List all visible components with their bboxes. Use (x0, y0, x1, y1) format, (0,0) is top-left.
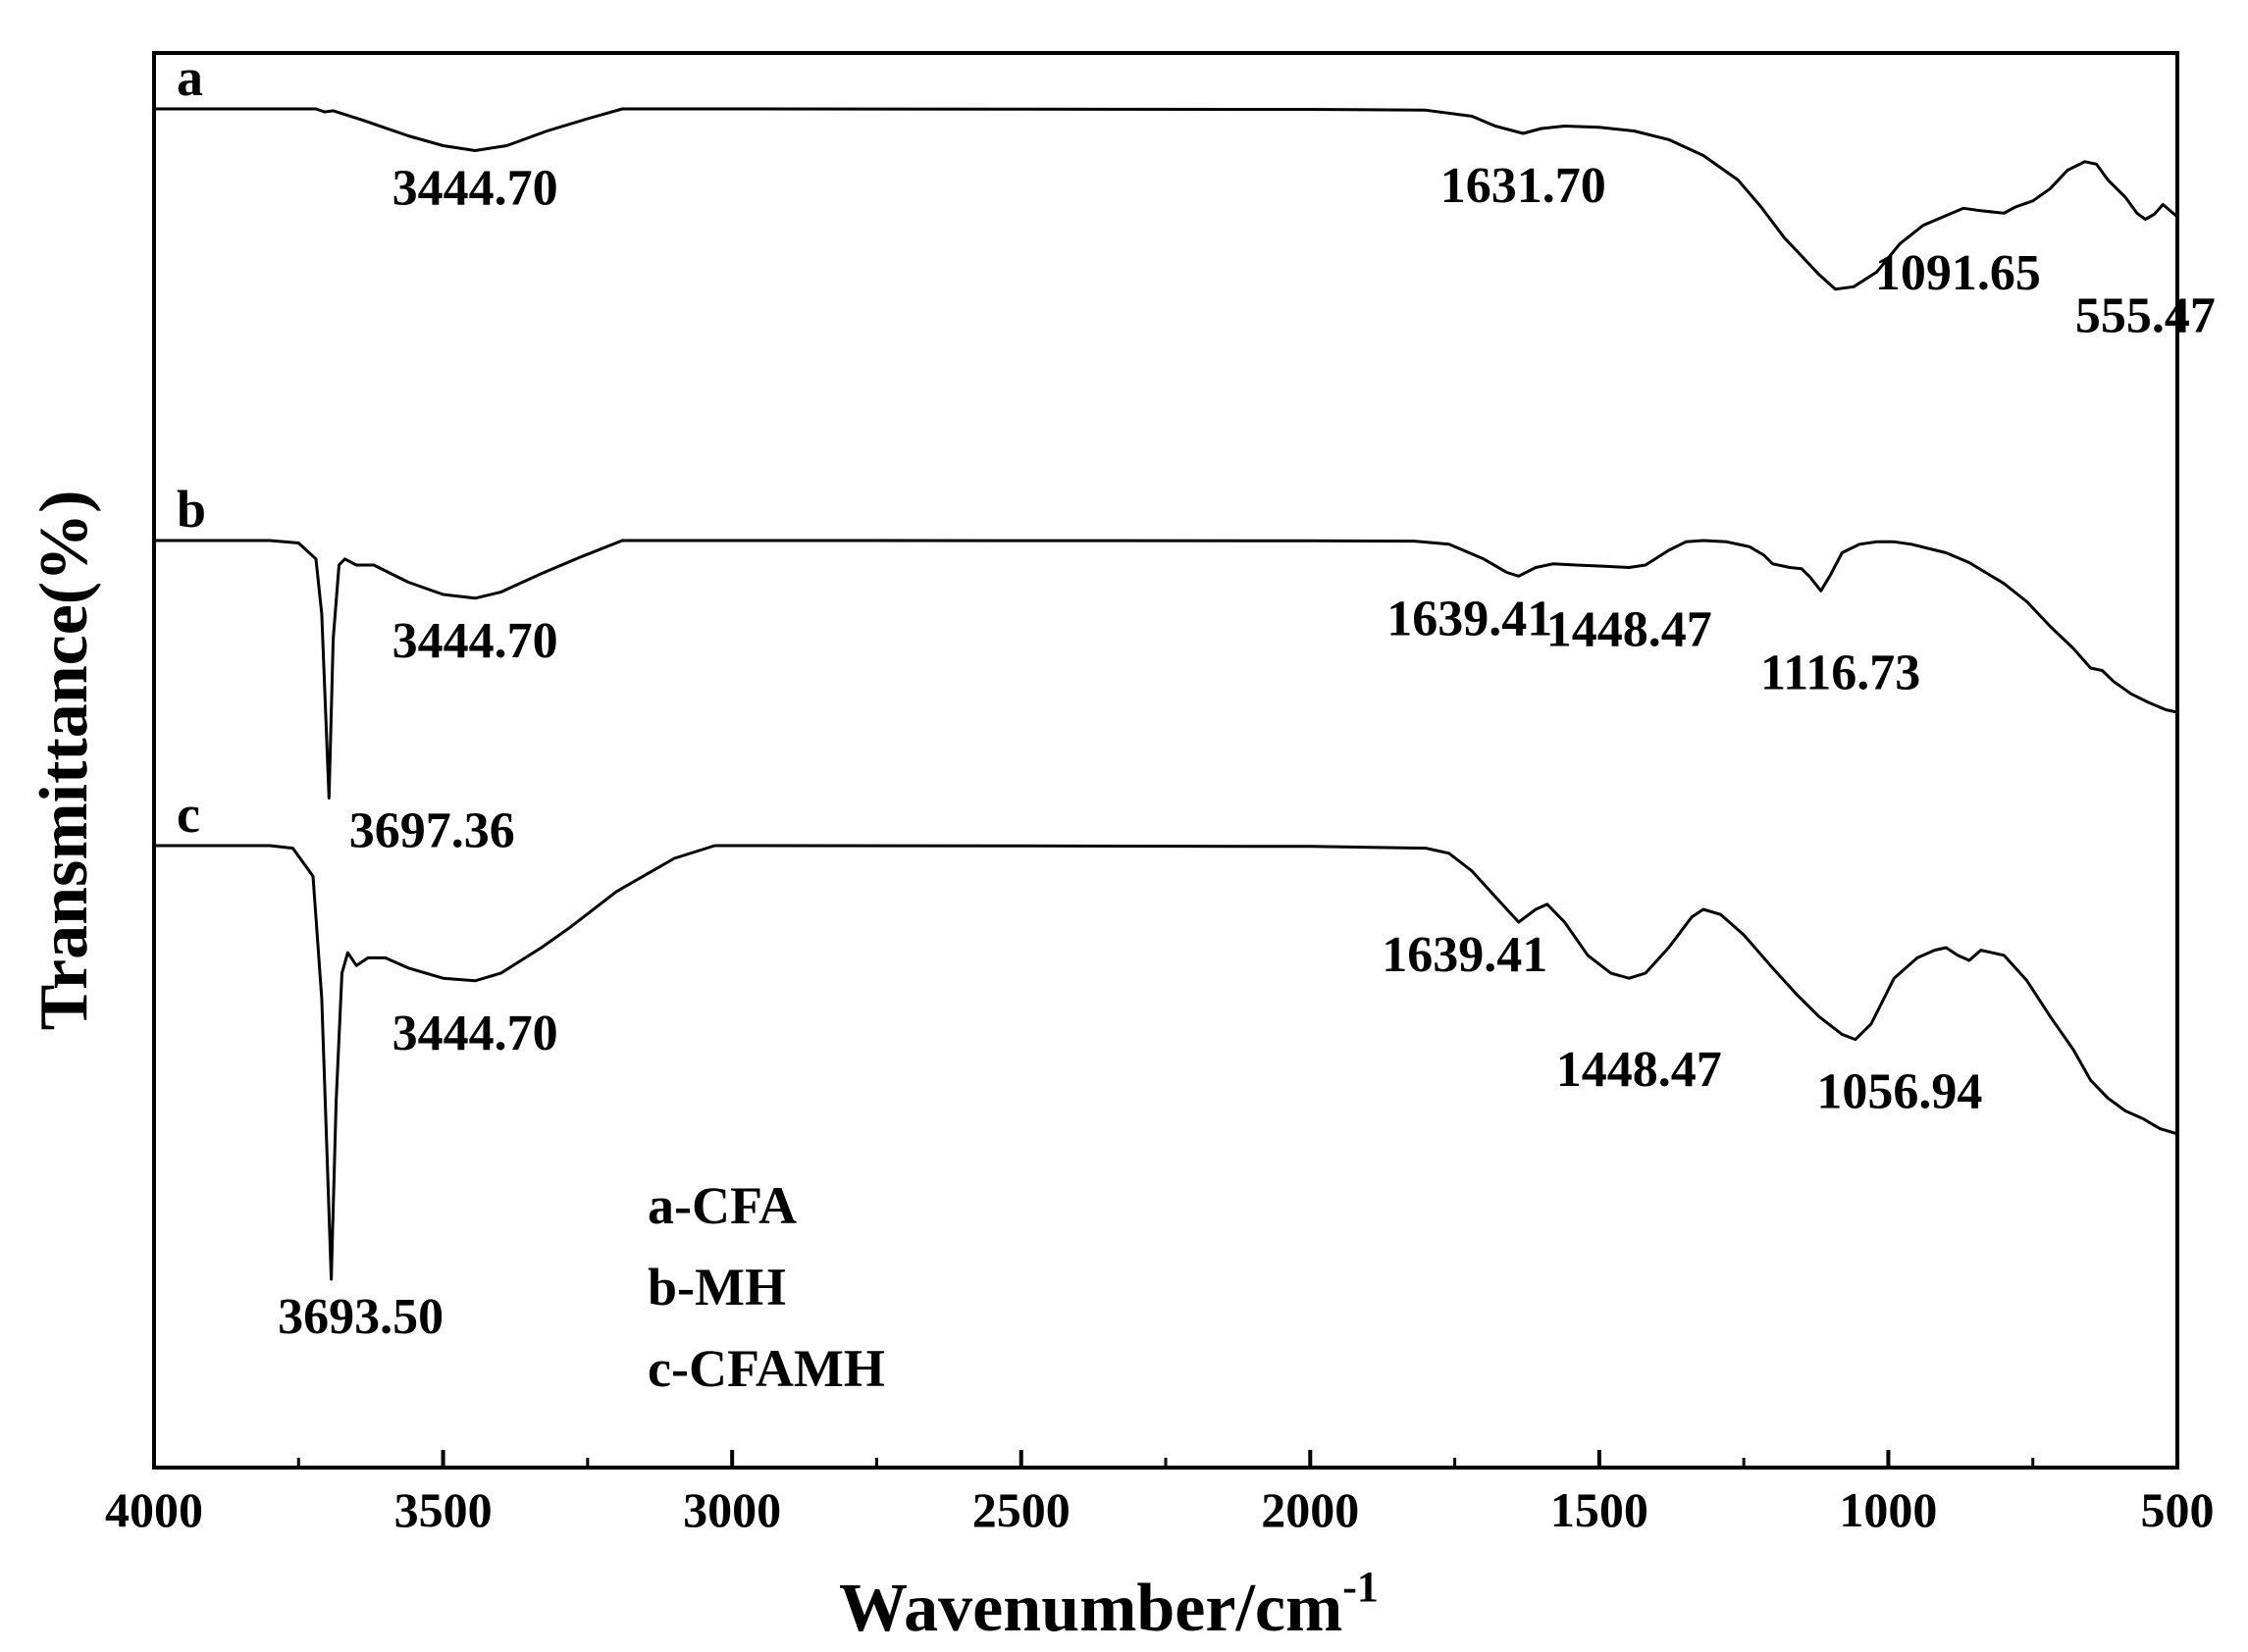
series-b-label: b (177, 480, 206, 539)
spectra (152, 107, 2179, 1281)
peak-label: 1056.94 (1816, 1064, 1982, 1120)
x-axis-title: Wavenumber/cm-1 (839, 1563, 1379, 1646)
x-tick-label: 500 (2141, 1482, 2215, 1537)
peak-label: 1448.47 (1546, 602, 1712, 658)
x-tick-label: 3000 (683, 1482, 781, 1537)
legend: a-CFA b-MH c-CFAMH (648, 1176, 885, 1398)
peak-label: 1116.73 (1760, 645, 1920, 700)
x-tick-label: 4000 (105, 1482, 203, 1537)
plot-frame (152, 51, 2179, 1470)
series-c-line (152, 844, 2179, 1281)
x-ticks: 4000 3500 3000 2500 2000 1500 1000 500 (105, 1450, 2215, 1537)
series-a-label: a (177, 48, 203, 107)
x-tick-label: 1000 (1839, 1482, 1937, 1537)
legend-item-a: a-CFA (648, 1176, 797, 1235)
x-tick-label: 1500 (1550, 1482, 1648, 1537)
peak-label: 3444.70 (392, 161, 558, 217)
y-axis-title: Transmittance(%) (26, 490, 102, 1031)
x-tick-label: 3500 (394, 1482, 493, 1537)
peak-label: 1639.41 (1386, 591, 1552, 646)
peak-label: 3444.70 (392, 613, 558, 669)
series-a-line (152, 107, 2179, 291)
peak-label: 1448.47 (1556, 1042, 1722, 1098)
peak-label: 1631.70 (1440, 158, 1606, 214)
peak-label: 1639.41 (1382, 927, 1547, 983)
x-tick-label: 2500 (972, 1482, 1071, 1537)
peak-label: 3444.70 (392, 1006, 558, 1061)
peak-label: 1091.65 (1875, 245, 2041, 301)
series-c-label: c (177, 785, 200, 844)
series-b-line (152, 539, 2179, 800)
legend-item-c: c-CFAMH (648, 1339, 885, 1398)
peak-label: 555.47 (2075, 288, 2216, 344)
peak-label: 3697.36 (349, 803, 515, 859)
series-labels: a b c (177, 48, 206, 844)
peak-annotations: 3444.70 1631.70 555.47 1091.65 3444.70 3697.3… (278, 158, 2216, 1345)
x-tick-label: 2000 (1261, 1482, 1359, 1537)
peak-label: 3693.50 (278, 1289, 444, 1345)
legend-item-b: b-MH (648, 1258, 786, 1316)
